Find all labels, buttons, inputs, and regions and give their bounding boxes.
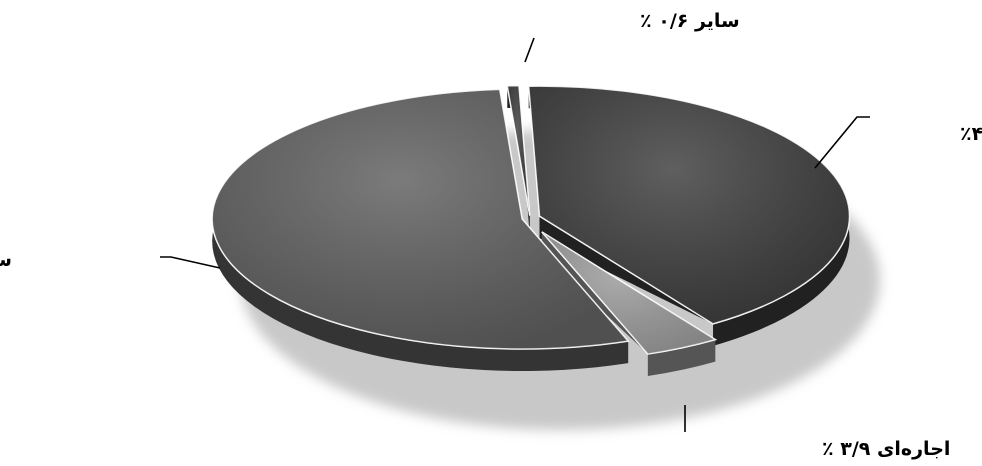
leader-line (814, 116, 870, 169)
pie-slice-highlight (212, 89, 629, 350)
pie-slice-highlight (541, 231, 716, 355)
slice-label: اجاره‌ای ۳/۹ ٪ (822, 438, 950, 460)
slice-labels: ملکی ۴۱/۱٪ اجاره‌ای ۳/۹ ٪ سرقفلی ۵۴/۴ ٪ سای… (0, 10, 982, 460)
pie-slice-highlight (528, 86, 850, 324)
pie-tops (211, 84, 851, 355)
slice-label: سایر ۰/۶ ٪ (640, 10, 740, 32)
leader-line (160, 256, 221, 269)
slice-label: سرقفلی ۵۴/۴ ٪ (0, 249, 12, 271)
leader-line (524, 37, 535, 63)
leader-lines (160, 37, 870, 432)
pie-slice-highlight (507, 85, 530, 216)
slice-label: ملکی ۴۱/۱٪ (960, 123, 982, 145)
